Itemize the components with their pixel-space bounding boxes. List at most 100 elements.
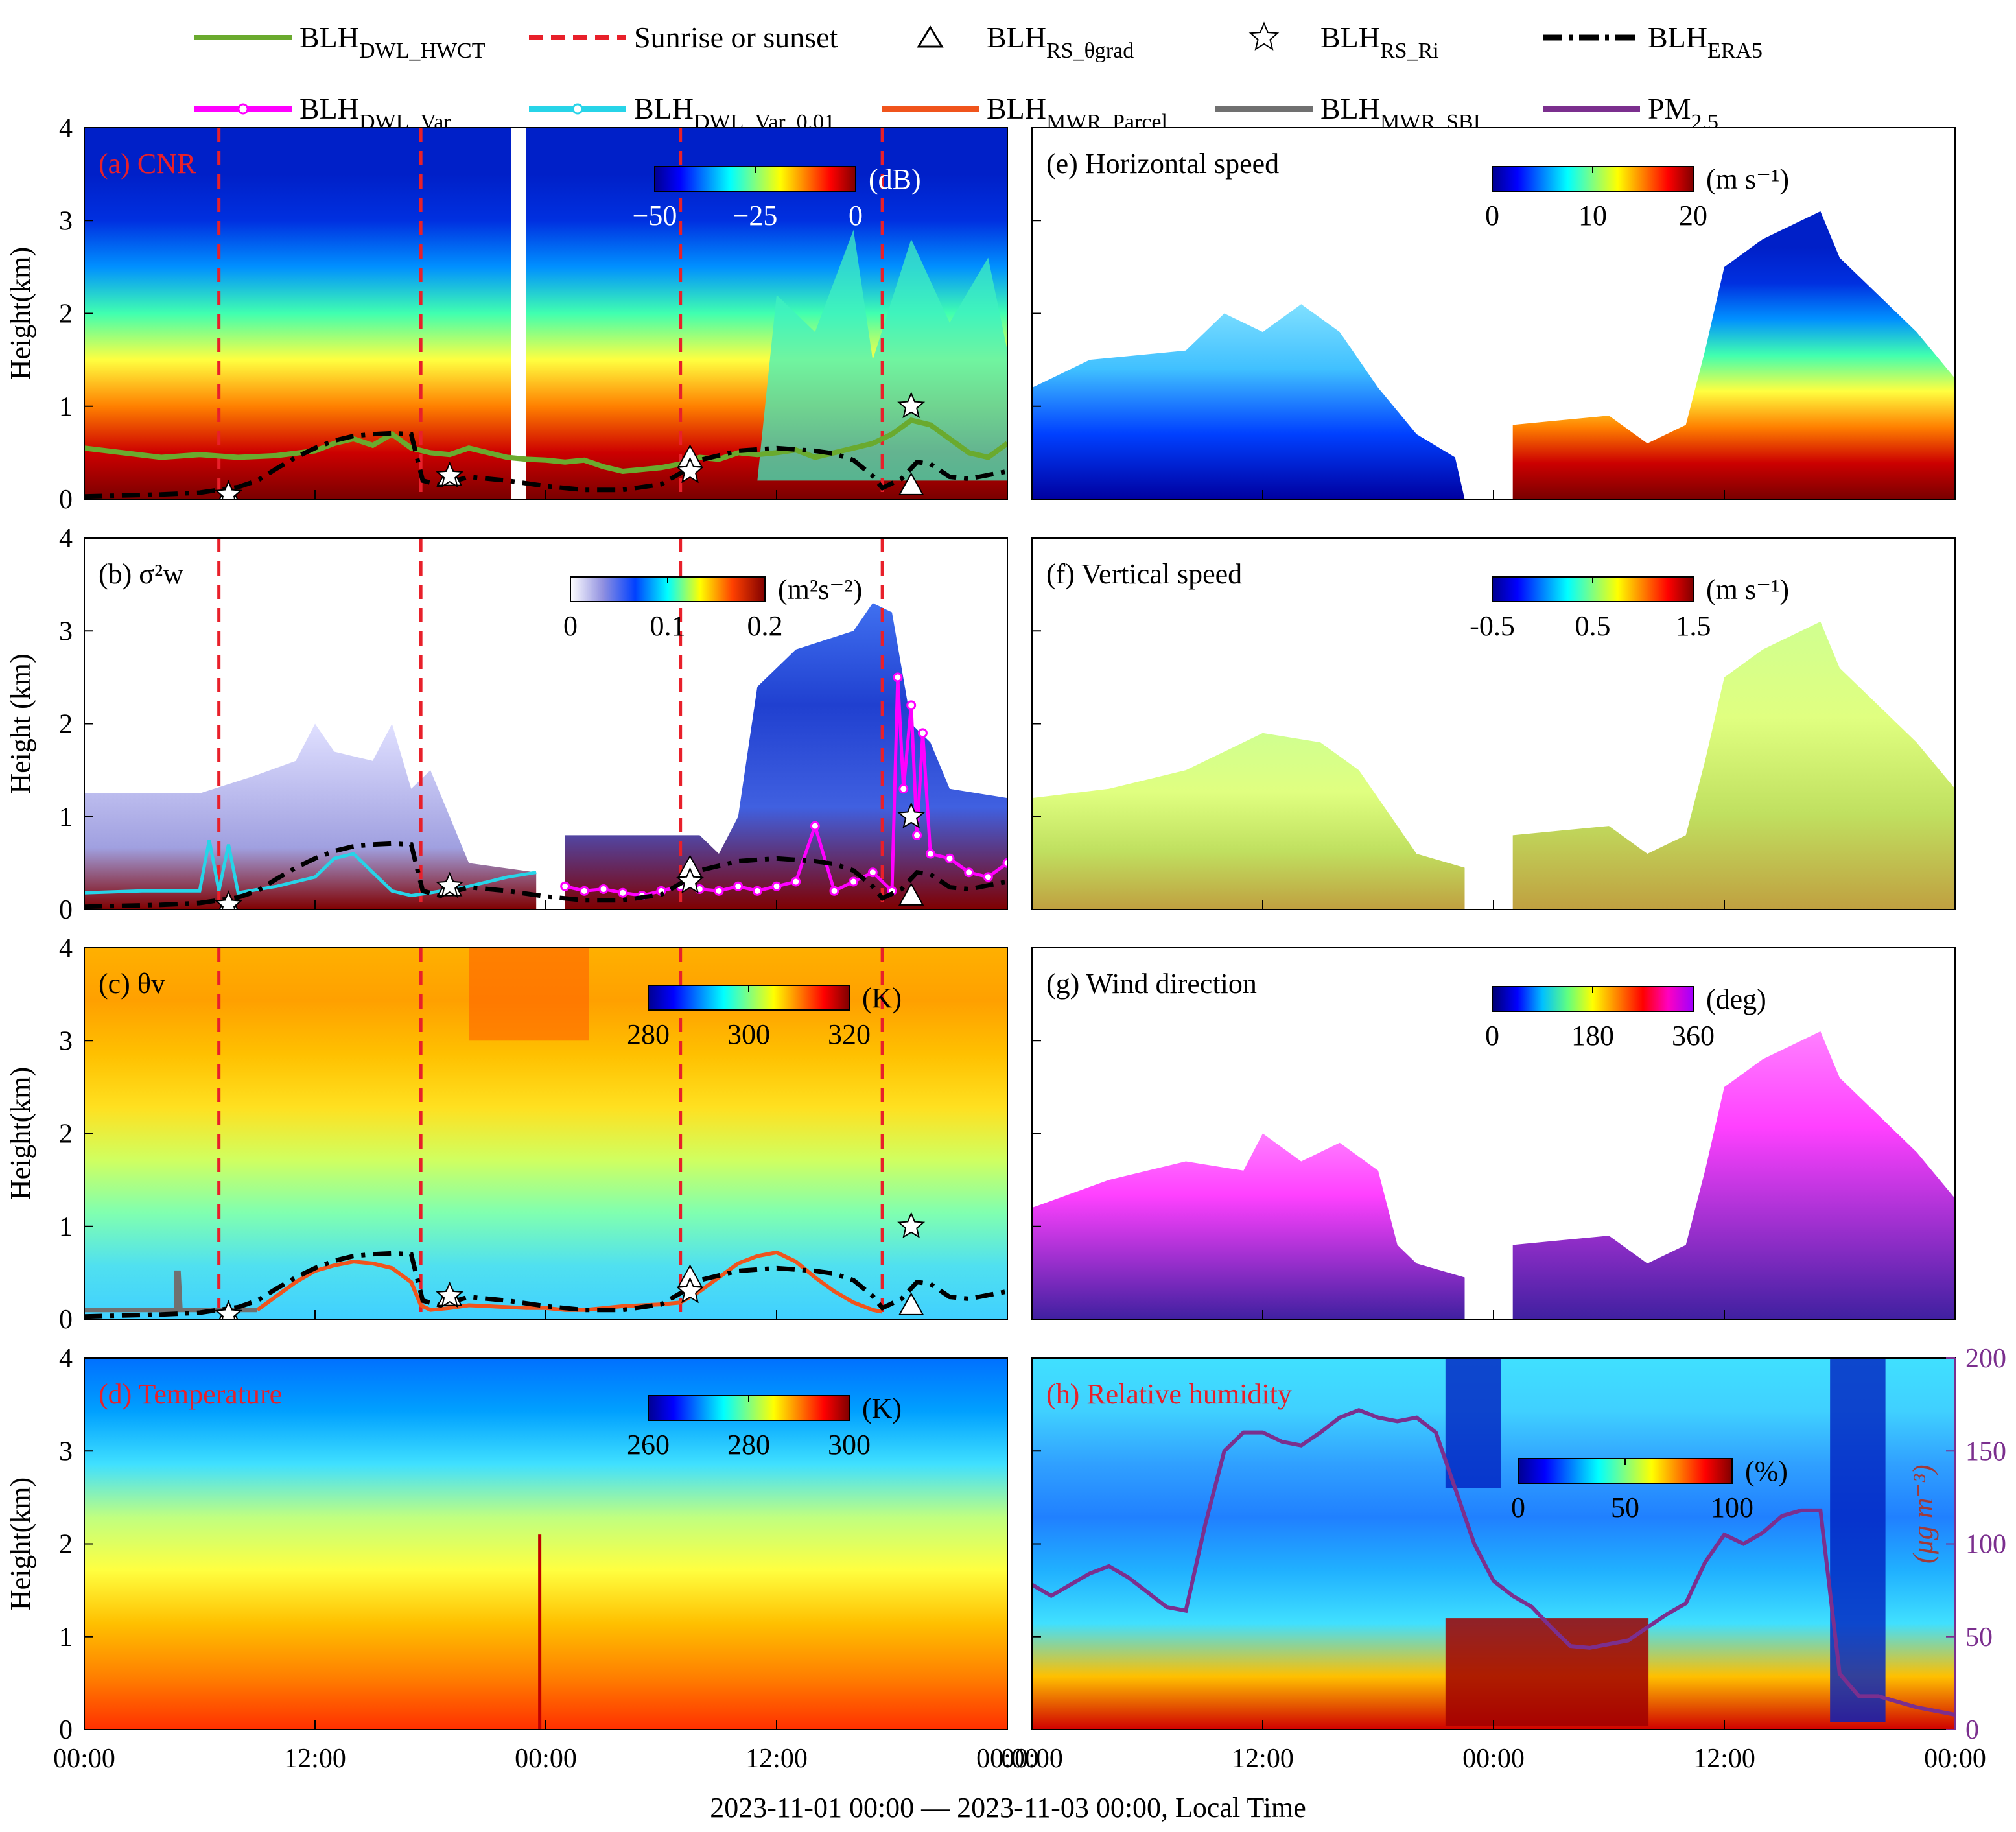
- y-tick-label: 0: [59, 485, 73, 515]
- colorbar-tick-label: 1.5: [1676, 610, 1711, 642]
- panel-f: (f) Vertical speed -0.5 0.5 1.5 (m s⁻¹): [1031, 537, 1956, 910]
- data-gap: [511, 128, 526, 499]
- data-envelope-day2: [1512, 621, 1955, 910]
- rs-ri-marker: [897, 802, 926, 828]
- var-blh-marker: [1002, 858, 1007, 868]
- var-blh-marker: [849, 876, 859, 887]
- x-tick-label: 12:00: [1693, 1744, 1755, 1774]
- colorbar-tick-label: 300: [828, 1429, 871, 1461]
- colorbar-tick-label: 50: [1611, 1492, 1639, 1523]
- colorbar-tick-label: 0: [563, 610, 578, 642]
- colorbar-tick-label: 0.2: [747, 610, 783, 642]
- var-blh-marker: [829, 886, 839, 896]
- var-blh-marker: [944, 853, 955, 863]
- var-blh-marker: [752, 886, 762, 896]
- x-axis-label: 2023-11-01 00:00 — 2023-11-03 00:00, Loc…: [710, 1792, 1306, 1824]
- panel-b: 0 1 2 3 4 Height (km) (b) σ²w 0 0.1 0.2 (m²s⁻²): [5, 524, 1008, 925]
- rs-ri-marker: [676, 867, 704, 894]
- pm25-tick-label: 200: [1965, 1344, 2006, 1374]
- y-axis-label: Height(km): [5, 247, 36, 380]
- x-tick-label: 12:00: [1232, 1744, 1294, 1774]
- y-tick-label: 0: [59, 1715, 73, 1745]
- pm25-line: [1032, 1407, 1955, 1717]
- var-blh-marker: [983, 872, 993, 882]
- colorbar-tick-label: 280: [727, 1429, 770, 1461]
- var-blh-marker: [618, 887, 628, 898]
- legend-label: BLHERA5: [1648, 21, 1763, 63]
- panel-title: (b) σ²w: [99, 558, 183, 590]
- colorbar-unit: (dB): [869, 163, 921, 195]
- colorbar-tick-label: 10: [1578, 200, 1607, 231]
- legend-item: BLHMWR_SBI: [1215, 92, 1481, 134]
- var-blh-marker: [925, 849, 935, 859]
- colorbar-g: 0 180 360 (deg): [1485, 983, 1766, 1051]
- var001-blh-line: [84, 840, 537, 898]
- warm-region: [469, 948, 589, 1041]
- colorbar-tick-label: 0.5: [1575, 610, 1611, 642]
- hwct-blh-line: [84, 417, 1007, 475]
- x-tick-label: 00:00: [1462, 1744, 1525, 1774]
- colorbar-tick-label: 100: [1711, 1492, 1753, 1523]
- var-blh-marker: [867, 867, 878, 878]
- legend-label: Sunrise or sunset: [634, 21, 838, 54]
- y-tick-label: 2: [59, 1120, 73, 1149]
- x-tick-label: 12:00: [745, 1744, 808, 1774]
- panel-c: 0 1 2 3 4 Height(km) (c) θv 280 300 320 (K): [5, 934, 1008, 1335]
- panel-e: (e) Horizontal speed 0 10 20 (m s⁻¹): [1031, 127, 1956, 500]
- y-tick-label: 3: [59, 1437, 73, 1466]
- panel-h: 00:00 12:00 00:00 12:00 00:00 (h) Relative hu…: [1001, 1344, 2006, 1774]
- rs-ri-marker: [676, 456, 704, 484]
- colorbar-e: 0 10 20 (m s⁻¹): [1485, 163, 1789, 231]
- legend-item: BLHRS_Ri: [1248, 21, 1439, 63]
- x-tick-label: 00:00: [1001, 1744, 1063, 1774]
- data-envelope-day1: [84, 723, 537, 910]
- y-axis-label: Height(km): [5, 1067, 36, 1200]
- y-tick-label: 4: [59, 934, 73, 963]
- era5-blh-line: [84, 430, 1007, 499]
- var-blh-marker: [733, 881, 744, 891]
- var-blh-line: [565, 677, 1007, 898]
- panel-title: (f) Vertical speed: [1046, 558, 1242, 590]
- colorbar-unit: (deg): [1706, 983, 1766, 1015]
- data-envelope-day1: [1032, 733, 1465, 910]
- rs-ri-marker: [436, 461, 464, 488]
- rs-theta-grad-marker: [898, 472, 924, 495]
- colorbar-unit: (m²s⁻²): [778, 574, 862, 605]
- var-blh-marker: [810, 821, 820, 831]
- var-blh-marker: [771, 881, 782, 891]
- colorbar-tick-label: 0: [1485, 200, 1499, 231]
- rs-ri-marker: [436, 871, 464, 898]
- legend-item: BLHRS_θgrad: [917, 21, 1134, 63]
- legend-marker-icon: [237, 103, 249, 115]
- colorbar-tick-label: 260: [627, 1429, 670, 1461]
- legend-triangle-icon: [917, 25, 944, 48]
- y-tick-label: 3: [59, 1026, 73, 1056]
- y-tick-label: 2: [59, 710, 73, 740]
- mwr-sbi-blh-line: [84, 1270, 257, 1313]
- colorbar-a: −50 −25 0(dB): [633, 163, 921, 231]
- legend-item: Sunrise or sunset: [529, 21, 838, 54]
- x-tick-label: 00:00: [53, 1744, 115, 1774]
- colorbar-h: 0 50 100 (%): [1511, 1455, 1788, 1523]
- panel-d-field: [84, 1358, 1007, 1730]
- rs-ri-marker: [897, 392, 926, 418]
- colorbar-unit: (K): [862, 982, 902, 1014]
- rs-ri-marker: [215, 480, 242, 499]
- y-tick-label: 2: [59, 1530, 73, 1560]
- dry-region: [1445, 1358, 1501, 1488]
- y-axis-label: Height (km): [5, 653, 36, 793]
- data-envelope-day2: [1512, 1031, 1955, 1319]
- colorbar-tick-label: 0: [849, 200, 863, 231]
- data-envelope-day1: [1032, 1133, 1465, 1319]
- var-blh-marker: [906, 700, 917, 710]
- legend-label: BLHDWL_HWCT: [299, 21, 486, 63]
- var-blh-marker: [714, 886, 724, 896]
- pm25-axis-label: (μg m⁻³): [1907, 1464, 1939, 1564]
- colorbar-tick-label: −50: [633, 200, 677, 231]
- var-blh-marker: [791, 876, 801, 887]
- y-axis-label: Height(km): [5, 1477, 36, 1610]
- colorbar-tick-label: -0.5: [1470, 610, 1515, 642]
- panel-g-field: [1032, 948, 1955, 1319]
